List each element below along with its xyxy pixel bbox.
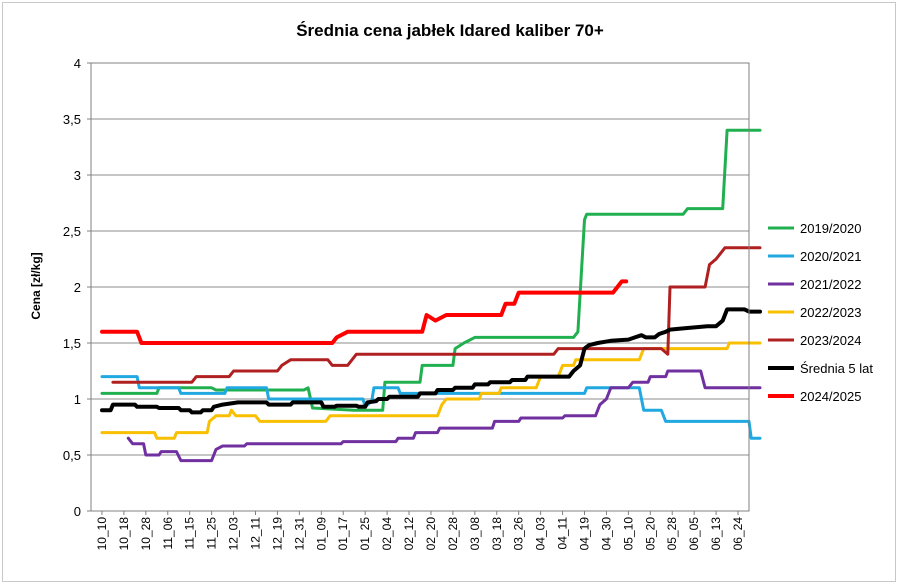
y-tick-labels: 0 0,5 1 1,5 2 2,5 3 3,5 4 — [63, 56, 81, 519]
x-tick-label: 02_20 — [424, 517, 438, 551]
series-line-2020-2021 — [100, 375, 762, 440]
x-tick-label: 03_08 — [468, 517, 482, 551]
x-tick-label: 04_30 — [599, 517, 613, 551]
series-line-2021-2022 — [126, 369, 762, 463]
x-tick-label: 05_20 — [643, 517, 657, 551]
series-line-2019-2020 — [100, 128, 762, 412]
x-tick-label: 03_26 — [512, 517, 526, 551]
y-tick-label: 1 — [74, 392, 81, 407]
series-lines — [100, 128, 762, 463]
x-tick-label: 02_04 — [380, 517, 394, 551]
y-tick-label: 4 — [74, 56, 81, 71]
x-tick-label: 10_10 — [95, 517, 109, 551]
chart-title: Średnia cena jabłek Idared kaliber 70+ — [296, 21, 604, 40]
y-tick-label: 0,5 — [63, 448, 81, 463]
x-tick-label: 04_19 — [578, 517, 592, 551]
y-tick-label: 2,5 — [63, 224, 81, 239]
x-tick-label: 06_05 — [687, 517, 701, 551]
x-tick-label: 01_17 — [336, 517, 350, 551]
x-tick-label: 11_15 — [183, 517, 197, 550]
legend-label: 2019/2020 — [800, 221, 861, 236]
x-tick-label: 04_11 — [556, 517, 570, 550]
legend-label: 2022/2023 — [800, 305, 861, 320]
series-line-2022-2023 — [100, 341, 762, 440]
y-axis-label: Cena [zł/kg] — [29, 252, 43, 319]
x-tick-label: 10_18 — [117, 517, 131, 551]
series-line-2024-2025 — [100, 279, 629, 345]
x-tick-label: 12_11 — [249, 517, 263, 550]
x-tick-label: 10_28 — [139, 517, 153, 551]
y-tick-label: 0 — [74, 504, 81, 519]
x-tick-label: 05_28 — [665, 517, 679, 551]
plot-area-border — [90, 62, 750, 512]
legend-label: 2024/2025 — [800, 389, 861, 404]
x-tick-label: 02_12 — [402, 517, 416, 551]
y-tick-label: 1,5 — [63, 336, 81, 351]
x-tick-label: 12_03 — [227, 517, 241, 551]
y-tick-label: 2 — [74, 280, 81, 295]
legend-label: 2021/2022 — [800, 277, 861, 292]
x-tick-label: 03_18 — [490, 517, 504, 551]
legend-label: 2020/2021 — [800, 249, 861, 264]
series-line-2023-2024 — [111, 246, 762, 384]
x-tick-label: 11_06 — [161, 517, 175, 550]
x-tick-label: 04_03 — [534, 517, 548, 551]
y-tick-label: 3,5 — [63, 112, 81, 127]
y-tick-label: 3 — [74, 168, 81, 183]
x-tick-label: 01_09 — [314, 517, 328, 551]
x-tick-label: 01_25 — [358, 517, 372, 551]
x-tick-label: 12_31 — [292, 517, 306, 551]
x-tick-label: 12_19 — [270, 517, 284, 551]
gridlines — [87, 62, 749, 515]
x-tick-label: 06_24 — [731, 517, 745, 551]
legend: 2019/2020 2020/2021 2021/2022 2022/2023 2023… — [768, 221, 873, 404]
x-tick-label: 11_25 — [205, 517, 219, 550]
x-tick-labels: 10_10 10_18 10_28 11_06 11_15 11_25 12_03 12_11… — [95, 517, 745, 551]
x-tick-label: 06_13 — [709, 517, 723, 551]
x-tick-label: 02_28 — [446, 517, 460, 551]
x-tick-label: 05_10 — [621, 517, 635, 551]
series-line--rednia-5-lat — [100, 307, 762, 415]
legend-label: Średnia 5 lat — [800, 361, 873, 376]
legend-label: 2023/2024 — [800, 333, 861, 348]
